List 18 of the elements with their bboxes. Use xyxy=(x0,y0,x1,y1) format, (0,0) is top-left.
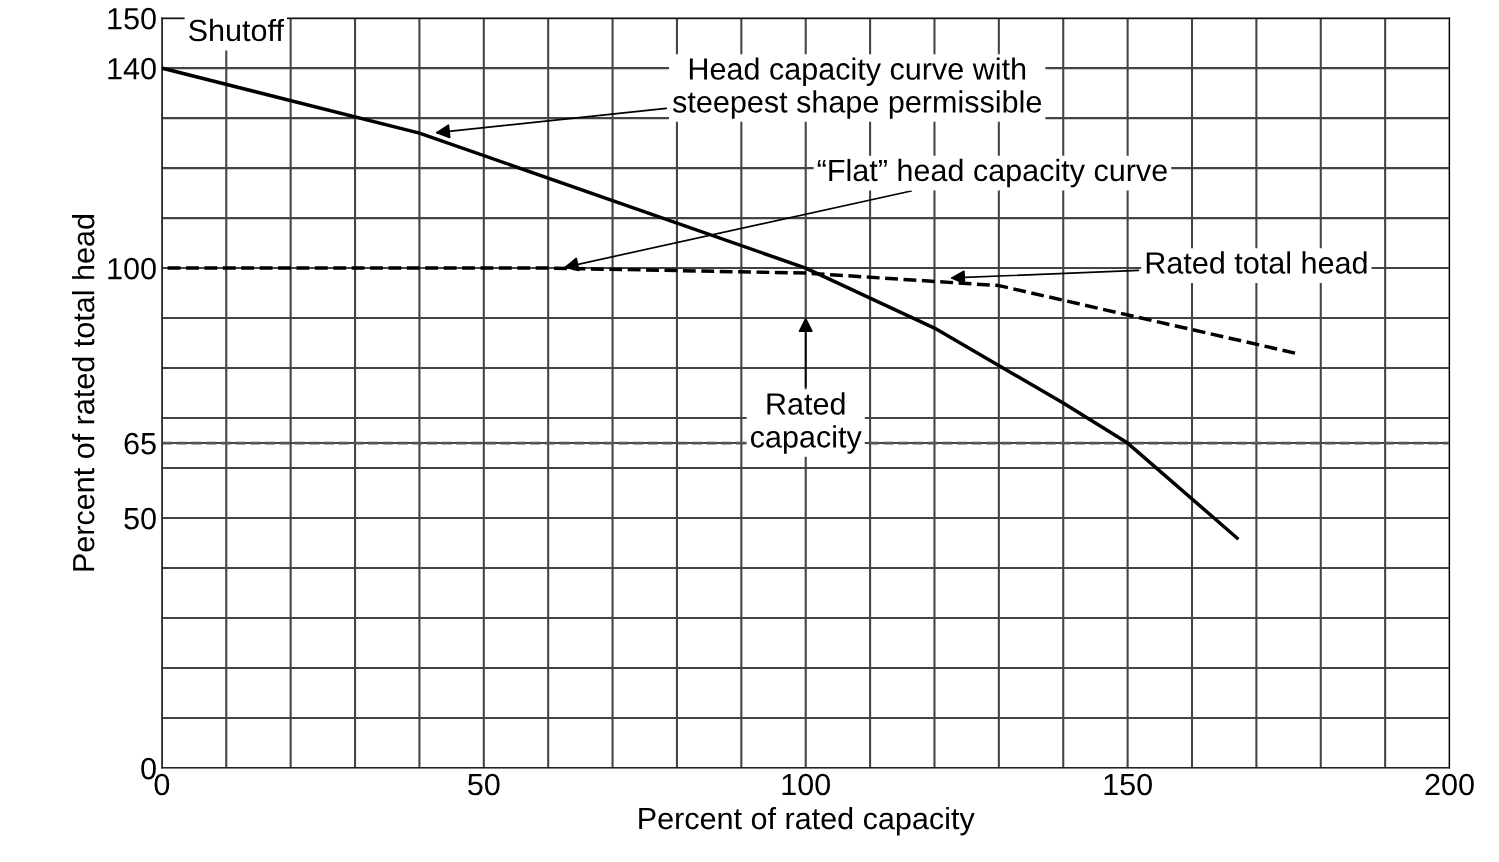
y-tick-label: 0 xyxy=(141,757,156,780)
x-tick-label: 200 xyxy=(1425,773,1474,796)
x-tick-label: 50 xyxy=(468,773,500,796)
annotation: Shutoff xyxy=(189,18,284,42)
y-tick-label: 100 xyxy=(108,257,156,280)
x-tick-label: 150 xyxy=(1104,773,1152,796)
x-axis-title: Percent of rated capacity xyxy=(639,806,975,836)
annotation: Head capacity curve with steepest shape permissible xyxy=(672,57,1041,119)
annotation: Rated total head xyxy=(1146,251,1367,274)
y-tick-label: 50 xyxy=(124,507,156,530)
y-tick-label: 140 xyxy=(108,57,156,80)
y-tick-label: 65 xyxy=(124,432,156,455)
y-tick-label: 150 xyxy=(108,7,156,30)
annotation: Rated capacity xyxy=(750,392,862,454)
y-axis-title: Percent of rated total head xyxy=(72,214,95,571)
x-tick-label: 0 xyxy=(154,773,170,796)
x-tick-label: 100 xyxy=(782,773,831,796)
annotation: “Flat” head capacity curve xyxy=(817,158,1167,188)
